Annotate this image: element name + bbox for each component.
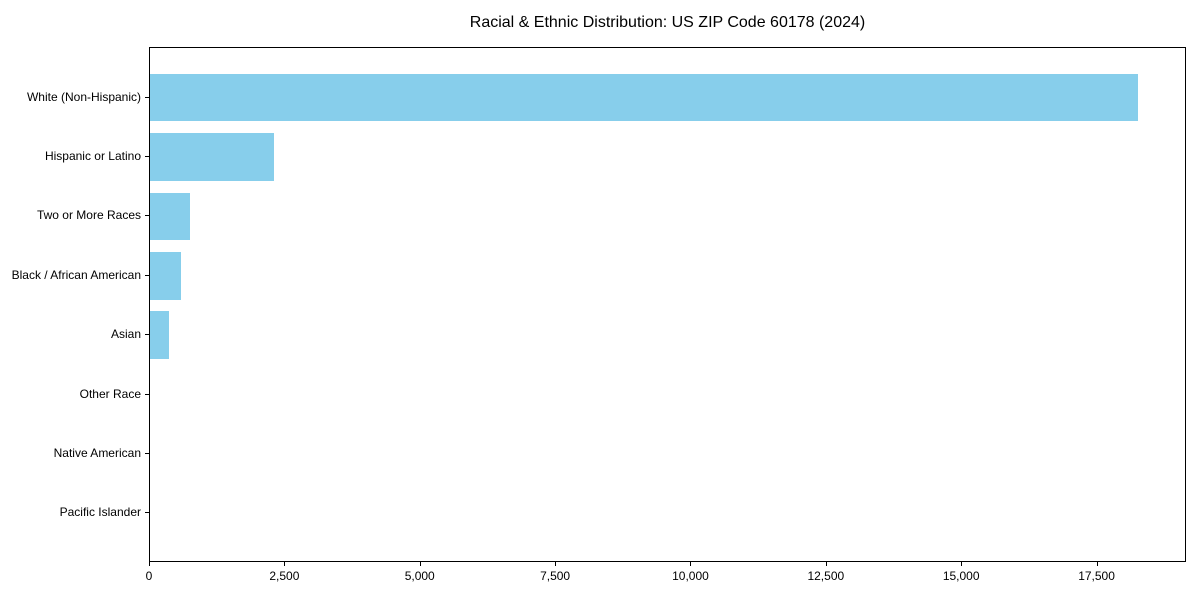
x-tick-label-0: 0 [145,569,153,583]
y-tick-label-two-or-more-races: Two or More Races [36,208,141,223]
y-tick [145,156,149,158]
bar-two-or-more-races [150,192,190,241]
y-tick-label-native-american: Native American [53,445,141,460]
y-tick-label-white-non-hispanic: White (Non-Hispanic) [26,89,141,104]
y-tick [145,512,149,514]
x-tick-label-7500: 7,500 [540,569,571,583]
x-tick [1096,562,1098,566]
y-tick [145,274,149,276]
bar-asian [150,311,169,359]
bar-white-non-hispanic [150,73,1138,122]
x-tick-label-17500: 17,500 [1078,569,1115,583]
y-tick [145,393,149,395]
x-tick [690,562,692,566]
y-tick [145,215,149,217]
plot-area [149,47,1186,562]
y-tick-label-black-african-american: Black / African American [11,267,141,282]
x-tick [284,562,286,566]
x-tick-label-5000: 5,000 [404,569,435,583]
y-tick-label-asian: Asian [110,327,141,342]
x-tick-label-15000: 15,000 [942,569,980,583]
x-tick [825,562,827,566]
x-tick [419,562,421,566]
y-tick-label-other-race: Other Race [79,386,141,401]
x-tick [149,562,150,566]
x-tick [961,562,963,566]
y-tick [145,96,149,98]
x-tick [555,562,557,566]
bar-hispanic-or-latino [150,133,274,181]
y-tick [145,452,149,454]
x-tick-label-2500: 2,500 [269,569,300,583]
x-tick-label-10000: 10,000 [672,569,709,583]
chart-title: Racial & Ethnic Distribution: US ZIP Cod… [469,14,866,31]
y-tick [145,334,149,336]
y-tick-label-hispanic-or-latino: Hispanic or Latino [44,149,141,164]
y-tick-label-pacific-islander: Pacific Islander [59,505,141,520]
x-tick-label-12500: 12,500 [807,569,845,583]
bar-black-african-american [150,252,182,300]
